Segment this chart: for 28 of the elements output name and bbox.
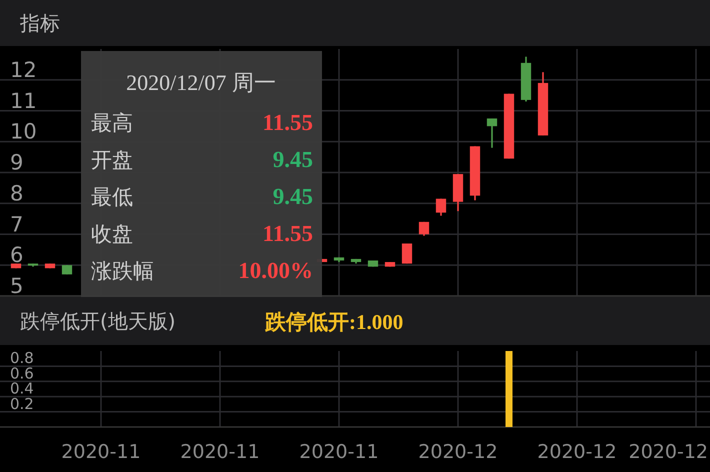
text: 跌停低开:1.000 (264, 310, 404, 334)
annotation: 开盘 (91, 148, 133, 172)
annotation: 9.45 (272, 184, 313, 209)
x-tick-label: 2020-12 (537, 441, 617, 463)
annotation: 2020/12/07 周一 (126, 70, 276, 95)
annotation: 涨跌幅 (91, 259, 154, 283)
x-tick-label: 2020-11 (61, 441, 141, 463)
annotation: 11.55 (262, 110, 313, 135)
annotation: 最高 (91, 111, 133, 135)
x-tick-label: 2020-11 (180, 441, 260, 463)
annotation: 11.55 (262, 221, 313, 246)
x-tick-label: 2020-12 (628, 441, 708, 463)
annotation: 9.45 (272, 147, 313, 172)
annotation: 最低 (91, 185, 133, 209)
y-tick-label: 11 (10, 88, 37, 113)
y-tick-label: 10 (10, 120, 37, 144)
y-tick-label: 12 (10, 58, 37, 82)
x-tick-label: 2020-11 (299, 441, 379, 463)
chart-title: 指标 (19, 11, 60, 35)
y-tick-label: 6 (10, 243, 24, 268)
y-tick-label: 5 (10, 274, 24, 298)
y-tick-label: 8 (10, 181, 24, 206)
y-tick-label: 7 (10, 212, 24, 236)
annotation: 收盘 (91, 222, 133, 246)
x-tick-label: 2020-12 (418, 441, 498, 463)
y-tick-label: 9 (10, 150, 24, 174)
chart-title: 跌停低开(地天版) (20, 309, 176, 333)
annotation: 10.00% (238, 258, 313, 283)
